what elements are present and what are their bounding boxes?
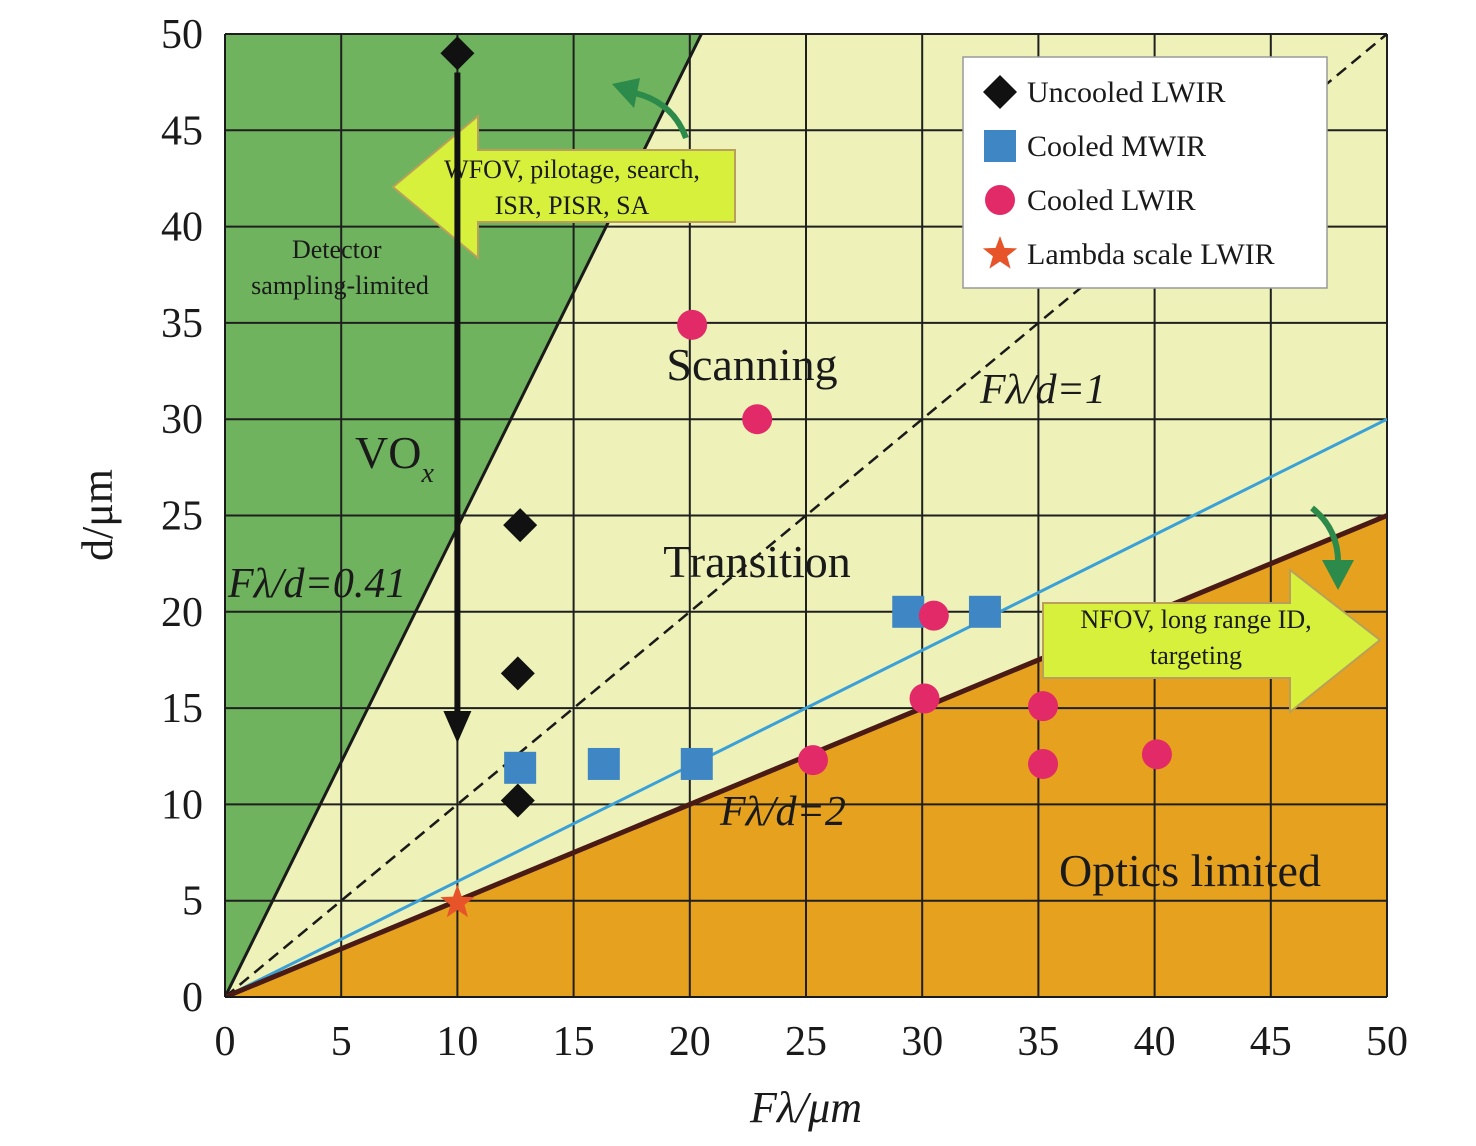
y-tick-label: 15 xyxy=(161,686,203,732)
x-tick-label: 45 xyxy=(1250,1019,1292,1065)
nfov-text-line-2: targeting xyxy=(1150,641,1242,670)
x-tick-label: 15 xyxy=(553,1019,595,1065)
line-label-0-41: Fλ/d=0.41 xyxy=(227,561,406,607)
legend: Uncooled LWIR Cooled MWIR Cooled LWIR Lambd… xyxy=(962,56,1328,289)
data-point-circle xyxy=(742,404,773,435)
vox-arrow-head xyxy=(443,710,472,743)
legend-label: Cooled MWIR xyxy=(1027,130,1206,163)
x-tick-label: 5 xyxy=(331,1019,352,1065)
line-label-1: Fλ/d=1 xyxy=(979,367,1106,413)
y-tick-label: 45 xyxy=(161,108,203,154)
y-tick-label: 5 xyxy=(182,879,203,925)
data-point-diamond xyxy=(440,36,475,71)
nfov-text-line-1: NFOV, long range ID, xyxy=(1080,605,1311,634)
x-tick-label: 35 xyxy=(1017,1019,1059,1065)
legend-label: Uncooled LWIR xyxy=(1027,76,1226,109)
y-tick-label: 40 xyxy=(161,205,203,251)
data-point-circle xyxy=(909,683,940,714)
curved-arrow-wfov xyxy=(612,78,689,140)
region-label-transition: Transition xyxy=(663,536,850,587)
data-point-square xyxy=(504,751,537,784)
y-tick-label: 25 xyxy=(161,494,203,540)
data-point-circle xyxy=(677,309,708,340)
data-point-square xyxy=(892,595,925,628)
x-tick-label: 0 xyxy=(215,1019,236,1065)
data-point-circle xyxy=(1028,691,1059,722)
y-tick-label: 0 xyxy=(182,975,203,1021)
curved-arrow-nfov xyxy=(1310,505,1354,590)
x-tick-label: 40 xyxy=(1134,1019,1176,1065)
x-tick-label: 50 xyxy=(1366,1019,1408,1065)
wfov-arrow: WFOV, pilotage, search, ISR, PISR, SA xyxy=(391,113,736,261)
legend-marker-diamond xyxy=(983,75,1017,109)
data-point-diamond xyxy=(503,508,538,543)
line-label-2: Fλ/d=2 xyxy=(719,789,846,835)
wfov-text-line-1: WFOV, pilotage, search, xyxy=(444,155,700,184)
vox-label: VOx xyxy=(355,427,434,489)
detector-label-line-2: sampling-limited xyxy=(251,271,429,300)
y-axis-title: d/μm xyxy=(73,469,122,561)
vox-main: VO xyxy=(355,427,421,478)
legend-marker-star xyxy=(982,236,1018,269)
data-point-circle xyxy=(918,600,949,631)
x-tick-label: 25 xyxy=(785,1019,827,1065)
x-tick-label: 10 xyxy=(436,1019,478,1065)
legend-box xyxy=(962,56,1328,289)
detector-label-line-1: Detector xyxy=(292,235,382,264)
x-tick-label: 20 xyxy=(669,1019,711,1065)
legend-marker-circle xyxy=(985,185,1015,215)
vox-subscript: x xyxy=(420,458,434,489)
data-point-diamond xyxy=(500,783,535,818)
axes: 0 5 10 15 20 25 30 35 40 45 50 0 5 10 15 20 25 30 35 40 45 50 xyxy=(161,12,1408,1065)
y-tick-label: 30 xyxy=(161,397,203,443)
reference-line-2 xyxy=(225,417,1387,997)
data-point-square xyxy=(680,747,713,780)
detector-sampling-label: Detector sampling-limited xyxy=(251,235,429,300)
data-point-circle xyxy=(1141,739,1172,770)
region-label-scanning: Scanning xyxy=(666,339,837,390)
wfov-text-line-2: ISR, PISR, SA xyxy=(495,191,650,220)
y-tick-label: 10 xyxy=(161,782,203,828)
legend-label: Lambda scale LWIR xyxy=(1027,238,1275,271)
data-point-circle xyxy=(1028,748,1059,779)
data-point-square xyxy=(968,595,1001,628)
data-point-diamond xyxy=(500,656,535,691)
y-tick-label: 50 xyxy=(161,12,203,58)
data-markers xyxy=(440,36,1172,918)
vox-arrow xyxy=(443,72,472,743)
legend-label: Cooled LWIR xyxy=(1027,184,1196,217)
data-point-circle xyxy=(797,745,828,776)
x-axis-title: Fλ/μm xyxy=(749,1083,862,1132)
x-tick-label: 30 xyxy=(901,1019,943,1065)
y-tick-label: 20 xyxy=(161,590,203,636)
nfov-arrow: NFOV, long range ID, targeting xyxy=(1042,567,1382,715)
legend-items: Uncooled LWIR Cooled MWIR Cooled LWIR Lambd… xyxy=(982,75,1275,271)
legend-marker-square xyxy=(984,130,1016,162)
y-tick-label: 35 xyxy=(161,301,203,347)
region-label-optics-limited: Optics limited xyxy=(1059,845,1321,896)
data-point-square xyxy=(587,747,620,780)
data-point-star xyxy=(440,884,475,918)
